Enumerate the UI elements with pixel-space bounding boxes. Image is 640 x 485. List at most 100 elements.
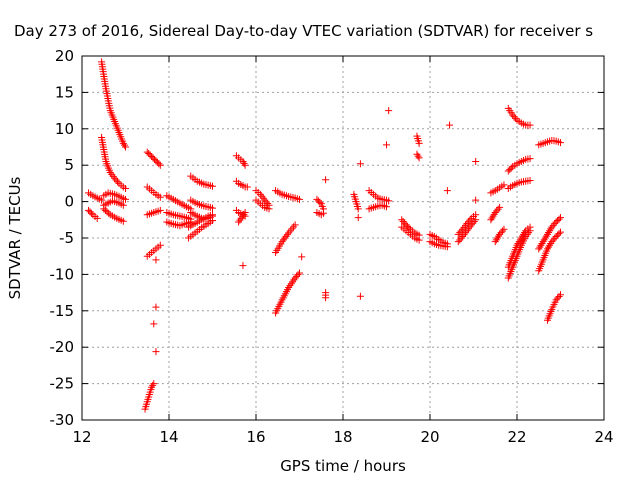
data-track [487,203,504,224]
data-point [239,262,247,270]
data-track [187,172,216,190]
data-point [283,231,291,239]
data-point [552,218,560,226]
data-point [298,253,306,261]
data-track [100,189,129,203]
data-track [365,201,390,213]
data-point [405,224,413,232]
data-point [555,215,563,223]
data-point [492,236,500,244]
data-point [463,219,471,227]
data-track [152,348,160,356]
data-point [496,203,504,211]
data-point [457,227,465,235]
data-point [243,183,251,191]
data-point [551,234,559,242]
data-point [293,272,301,280]
data-point [509,111,517,119]
data-point [456,229,464,237]
data-track [185,211,216,231]
data-point [464,218,472,226]
data-point [112,176,120,184]
data-point [538,239,546,247]
data-point [85,206,93,214]
data-track [504,104,534,129]
data-track [443,187,451,195]
data-point [499,227,506,235]
data-point [472,196,480,204]
data-track [243,183,251,191]
data-point [490,210,498,218]
data-point [513,241,521,249]
data-point [515,238,523,246]
data-point [415,154,423,162]
data-point [209,211,216,219]
data-point [385,107,393,115]
data-point [156,193,164,201]
data-track [143,183,164,201]
data-track [535,136,564,149]
data-point [153,158,161,166]
data-point [535,245,543,253]
data-point [319,209,327,217]
data-point [261,196,269,204]
data-point [119,139,127,147]
data-point [105,209,113,217]
data-point [265,205,273,213]
data-track [504,227,534,282]
data-track [143,206,164,219]
y-tick-label: -30 [50,411,75,429]
data-point [454,230,462,238]
data-track [185,217,216,242]
data-point [114,178,122,186]
data-point [491,209,499,217]
data-track [356,292,364,300]
data-point [356,160,364,168]
data-point [542,232,550,240]
data-track [313,195,327,213]
data-point [150,380,158,388]
data-point [264,200,272,208]
data-point [122,195,129,203]
data-point [546,241,554,249]
x-tick-label: 22 [507,428,526,446]
y-tick-label: -25 [50,375,75,393]
data-track [298,253,306,261]
y-tick-label: -20 [50,338,75,356]
data-track [252,196,273,213]
data-point [354,205,362,213]
data-point [145,150,153,158]
y-tick-label: 20 [55,47,74,65]
data-point [398,216,406,224]
data-point [101,206,109,214]
data-point [545,243,553,251]
data-track [535,228,564,275]
data-point [495,232,503,240]
data-point [545,229,553,237]
data-point [487,216,495,224]
data-point [148,152,156,160]
data-point [554,217,562,225]
data-track [356,160,364,168]
data-track [504,155,534,175]
data-point [500,181,508,189]
y-tick-label: 0 [64,193,74,211]
data-track [163,192,195,213]
data-track [85,189,106,204]
data-track [504,176,534,192]
y-tick-label: 5 [64,156,74,174]
data-point [443,187,451,195]
data-point [493,207,501,215]
data-point [549,221,557,229]
data-track [383,141,390,149]
data-point [296,269,303,277]
data-point [385,197,393,205]
data-point [546,227,554,235]
data-point [507,164,515,172]
y-axis-label: SDTVAR / TECUs [6,176,24,299]
data-point [514,239,522,247]
x-tick-label: 18 [333,428,352,446]
data-point [146,151,154,159]
ticks-layer: 12 14 16 18 20 22 24 -30 -25 -20 -15 -10 -5 0 5 10 15 20 [50,47,614,446]
data-track [152,303,160,311]
